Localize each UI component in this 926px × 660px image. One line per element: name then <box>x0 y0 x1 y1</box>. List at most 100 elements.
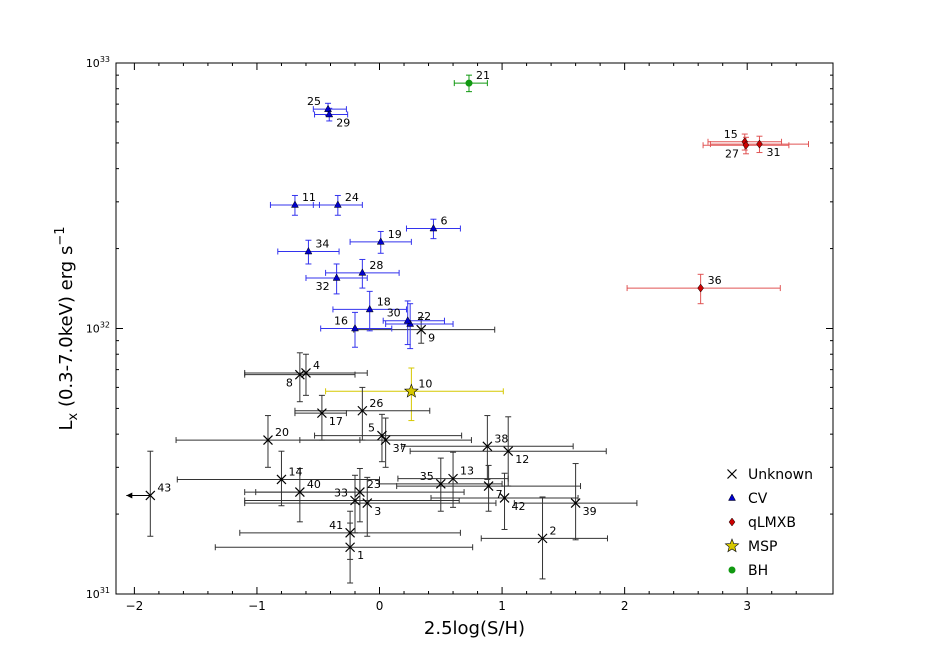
x-tick-label: −1 <box>248 599 266 613</box>
error-bar-36 <box>626 273 781 305</box>
point-label-24: 24 <box>345 191 359 204</box>
point-label-17: 17 <box>329 415 343 428</box>
point-label-19: 19 <box>388 228 402 241</box>
point-17 <box>316 408 327 419</box>
point-43 <box>145 490 156 501</box>
point-label-41: 41 <box>329 519 343 532</box>
point-9 <box>416 324 427 335</box>
point-label-layer: 1234567891011121314151617181920212223242… <box>157 69 780 562</box>
legend-label-unknown: Unknown <box>748 467 813 483</box>
x-tick-label: 2 <box>621 599 629 613</box>
point-label-9: 9 <box>428 332 435 345</box>
point-14 <box>276 474 287 485</box>
point-33 <box>350 495 360 506</box>
point-label-20: 20 <box>275 426 289 439</box>
point-38 <box>482 441 493 452</box>
point-35 <box>435 478 446 489</box>
point-37 <box>380 435 391 445</box>
y-tick-label: 1033 <box>86 55 110 70</box>
marker-layer <box>145 79 763 553</box>
x-tick-label: 0 <box>376 599 384 613</box>
point-label-21: 21 <box>476 69 490 82</box>
point-24 <box>333 200 342 208</box>
error-bar-8 <box>244 352 356 403</box>
point-label-7: 7 <box>496 488 503 501</box>
point-label-39: 39 <box>583 505 597 518</box>
point-label-12: 12 <box>515 453 529 466</box>
legend-marker-bh <box>728 566 736 574</box>
point-label-18: 18 <box>377 295 391 308</box>
point-label-23: 23 <box>367 478 381 491</box>
x-tick-label: −2 <box>126 599 144 613</box>
point-10 <box>403 383 419 398</box>
plot-frame <box>115 62 834 595</box>
point-label-22: 22 <box>417 310 431 323</box>
point-6 <box>429 223 438 232</box>
point-8 <box>294 369 305 380</box>
legend-entry-bh: BH <box>728 563 768 579</box>
point-label-36: 36 <box>708 274 722 287</box>
legend-label-bh: BH <box>748 563 768 579</box>
point-40 <box>294 487 305 498</box>
point-label-43: 43 <box>157 481 171 494</box>
error-bar-1 <box>214 522 474 584</box>
point-label-10: 10 <box>418 377 432 390</box>
x-tick-label: 3 <box>743 599 751 613</box>
y-axis-label: Lx (0.3-7.0keV) erg s−1 <box>53 227 81 431</box>
point-42 <box>499 493 510 503</box>
point-26 <box>357 405 368 416</box>
point-36 <box>697 283 704 293</box>
point-16 <box>351 323 359 332</box>
point-28 <box>358 268 367 276</box>
point-label-37: 37 <box>393 442 407 455</box>
point-21 <box>465 79 473 87</box>
error-bar-layer <box>126 74 809 584</box>
point-label-3: 3 <box>374 505 381 518</box>
point-label-28: 28 <box>369 259 383 272</box>
error-bar-37 <box>299 417 472 468</box>
error-bar-41 <box>239 510 461 560</box>
point-31 <box>756 139 763 149</box>
point-11 <box>291 200 299 208</box>
point-label-35: 35 <box>420 470 434 483</box>
point-label-5: 5 <box>368 422 375 435</box>
point-label-31: 31 <box>766 146 780 159</box>
point-label-34: 34 <box>315 237 329 250</box>
point-41 <box>345 527 356 538</box>
legend-label-msp: MSP <box>748 539 777 555</box>
error-bar-30 <box>382 300 445 346</box>
point-30 <box>403 316 412 324</box>
point-39 <box>570 498 581 509</box>
error-bar-39 <box>513 463 638 541</box>
point-label-42: 42 <box>512 500 526 513</box>
error-bar-33 <box>244 474 460 534</box>
point-label-29: 29 <box>336 116 350 129</box>
point-4 <box>301 368 311 378</box>
error-bar-3 <box>244 476 497 537</box>
legend-marker-cv <box>728 493 736 501</box>
point-label-16: 16 <box>334 315 348 328</box>
point-label-6: 6 <box>440 215 447 228</box>
legend-entry-cv: CV <box>728 491 768 507</box>
point-19 <box>376 237 385 245</box>
point-12 <box>503 446 514 457</box>
error-bar-14 <box>176 450 381 507</box>
point-29 <box>325 109 334 118</box>
legend-marker-qlmxb <box>728 517 736 527</box>
point-18 <box>365 304 374 313</box>
point-label-14: 14 <box>288 465 302 478</box>
legend-entry-qlmxb: qLMXB <box>728 515 796 531</box>
legend: Unknown CV qLMXB MSP BH <box>724 467 813 579</box>
legend-marker-msp <box>724 538 740 553</box>
point-label-32: 32 <box>316 280 330 293</box>
point-1 <box>345 542 356 553</box>
point-25 <box>324 104 332 112</box>
point-label-40: 40 <box>307 478 321 491</box>
point-34 <box>304 246 313 255</box>
point-23 <box>354 487 365 498</box>
point-32 <box>332 273 341 281</box>
point-label-25: 25 <box>307 95 321 108</box>
point-label-1: 1 <box>357 549 364 562</box>
